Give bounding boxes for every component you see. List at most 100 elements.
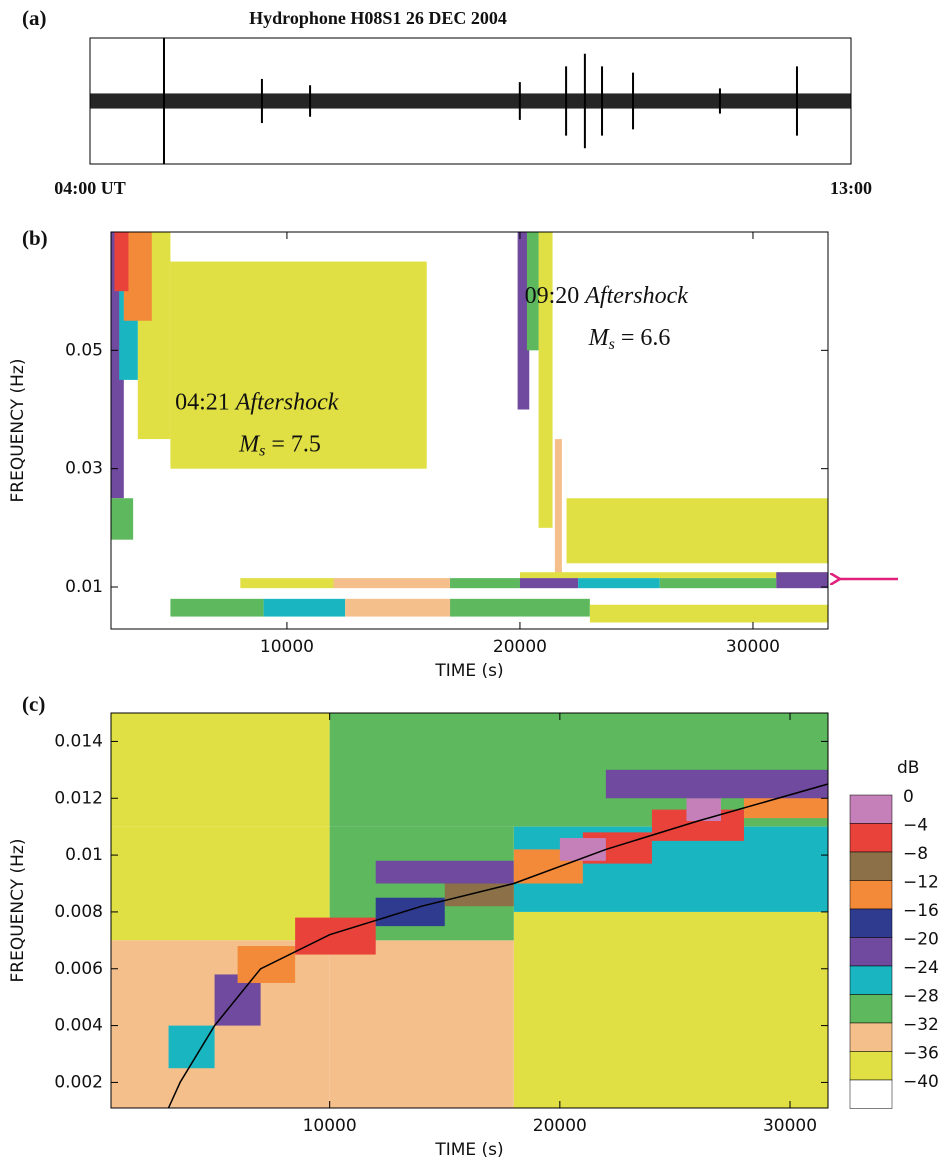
annotation-magnitude: Ms = 6.6 bbox=[588, 325, 671, 353]
colorbar-label: −32 bbox=[903, 1015, 939, 1035]
spectrogram-cell bbox=[450, 578, 520, 589]
magnitude-symbol: M bbox=[588, 325, 611, 351]
spectrogram-cell bbox=[170, 261, 427, 469]
x-axis-title: TIME (s) bbox=[434, 1140, 503, 1160]
y-tick-label: 0.014 bbox=[54, 731, 103, 751]
spectrogram-cell bbox=[776, 572, 828, 589]
y-tick-label: 0.01 bbox=[65, 577, 103, 597]
magnitude-symbol: M bbox=[238, 431, 261, 457]
colorbar-swatch bbox=[849, 965, 893, 995]
x-tick-label: 10000 bbox=[303, 1116, 357, 1136]
x-tick-label: 10000 bbox=[260, 637, 314, 657]
colorbar-label: −4 bbox=[903, 816, 928, 836]
spectrogram-cell bbox=[686, 798, 721, 821]
x-axis-title: TIME (s) bbox=[434, 661, 503, 681]
colorbar-title: dB bbox=[897, 758, 919, 778]
spectrogram-cell bbox=[519, 572, 828, 579]
y-tick-label: 0.01 bbox=[65, 845, 103, 865]
dispersion-curve bbox=[167, 783, 829, 1109]
colorbar-swatch bbox=[849, 994, 893, 1024]
spectrogram-cell bbox=[513, 911, 828, 1108]
x-tick-label: 20000 bbox=[493, 637, 547, 657]
plot-frame bbox=[89, 37, 852, 165]
y-axis-title: FREQUENCY (Hz) bbox=[8, 839, 28, 983]
spectrogram-cell bbox=[554, 439, 562, 576]
colorbar-label: −28 bbox=[903, 987, 939, 1007]
annotation-magnitude: Ms = 7.5 bbox=[238, 431, 321, 459]
spectrogram-cell bbox=[578, 578, 660, 589]
annotation-event: Aftershock bbox=[583, 283, 688, 309]
colorbar-swatch bbox=[849, 794, 893, 824]
colorbar-swatch bbox=[849, 823, 893, 853]
annotation-event: Aftershock bbox=[234, 389, 339, 415]
magnitude-subscript: s bbox=[259, 442, 265, 459]
x-tick-label: 30000 bbox=[726, 637, 780, 657]
annotation: 04:21 Aftershock bbox=[175, 389, 339, 415]
chart-title: Hydrophone H08S1 26 DEC 2004 bbox=[249, 8, 507, 28]
y-axis-title: FREQUENCY (Hz) bbox=[8, 359, 28, 503]
x-tick-label: 04:00 UT bbox=[54, 178, 126, 198]
colorbar-swatch bbox=[849, 908, 893, 938]
plot-frame bbox=[110, 712, 829, 1109]
spectrogram-cell bbox=[517, 232, 530, 410]
spectrogram-cell bbox=[375, 860, 514, 884]
magnitude-value: = 6.6 bbox=[621, 325, 671, 351]
spectrogram-cell bbox=[240, 578, 334, 589]
spectrogram-cell bbox=[519, 578, 579, 589]
spectrogram-cell bbox=[237, 946, 296, 983]
y-tick-label: 0.012 bbox=[54, 788, 103, 808]
spectrogram-cell bbox=[538, 232, 553, 528]
annotation: 09:20 Aftershock bbox=[525, 283, 689, 309]
panel-label: (a) bbox=[22, 6, 47, 30]
colorbar-label: −36 bbox=[903, 1044, 939, 1064]
spectrogram-cell bbox=[168, 1025, 215, 1069]
spectrogram-cell bbox=[111, 713, 330, 827]
colorbar-swatch bbox=[849, 880, 893, 910]
colorbar-swatch bbox=[849, 851, 893, 881]
spectrogram-cell bbox=[295, 917, 376, 955]
spectrogram-cell bbox=[559, 838, 606, 861]
x-tick-label: 13:00 bbox=[830, 178, 872, 198]
colorbar-label: −12 bbox=[903, 873, 939, 893]
y-tick-label: 0.03 bbox=[65, 459, 103, 479]
panel-label: (c) bbox=[22, 692, 45, 716]
annotation-time: 09:20 bbox=[525, 283, 580, 309]
spectrogram-cell bbox=[375, 897, 445, 927]
colorbar-label: 0 bbox=[903, 787, 914, 807]
colorbar-label: −20 bbox=[903, 930, 939, 950]
x-tick-label: 30000 bbox=[763, 1116, 817, 1136]
colorbar-swatch bbox=[849, 1051, 893, 1081]
colorbar-swatch bbox=[849, 937, 893, 967]
spectrogram-cell bbox=[111, 826, 330, 941]
spectrogram-cell bbox=[450, 598, 590, 617]
colorbar-label: −16 bbox=[903, 901, 939, 921]
panel-label: (b) bbox=[22, 226, 48, 250]
spectrogram-cell bbox=[605, 769, 828, 799]
y-tick-label: 0.05 bbox=[65, 340, 103, 360]
spectrogram-cell bbox=[111, 498, 134, 540]
spectrogram-cell bbox=[659, 578, 777, 589]
plot-frame bbox=[110, 231, 829, 630]
spectrogram-cell bbox=[566, 498, 828, 564]
noise-band bbox=[90, 93, 851, 109]
spectrogram-cell bbox=[526, 232, 539, 351]
colorbar-swatch bbox=[849, 1079, 893, 1109]
spectrogram-cell bbox=[589, 604, 828, 623]
magnitude-value: = 7.5 bbox=[271, 431, 321, 457]
y-tick-label: 0.008 bbox=[54, 902, 103, 922]
colorbar-label: −40 bbox=[903, 1072, 939, 1092]
spectrogram-cell bbox=[263, 598, 346, 617]
spectrogram-cell bbox=[333, 578, 451, 589]
spectrogram-cell bbox=[170, 598, 264, 617]
y-tick-label: 0.002 bbox=[54, 1072, 103, 1092]
y-tick-label: 0.006 bbox=[54, 959, 103, 979]
spectrogram-cell bbox=[345, 598, 451, 617]
colorbar-swatch bbox=[849, 1022, 893, 1052]
colorbar-label: −8 bbox=[903, 844, 928, 864]
spectrogram-cell bbox=[114, 232, 129, 292]
x-tick-label: 20000 bbox=[533, 1116, 587, 1136]
colorbar-label: −24 bbox=[903, 958, 939, 978]
spectrogram-cell bbox=[329, 940, 514, 1108]
magnitude-subscript: s bbox=[609, 336, 615, 353]
